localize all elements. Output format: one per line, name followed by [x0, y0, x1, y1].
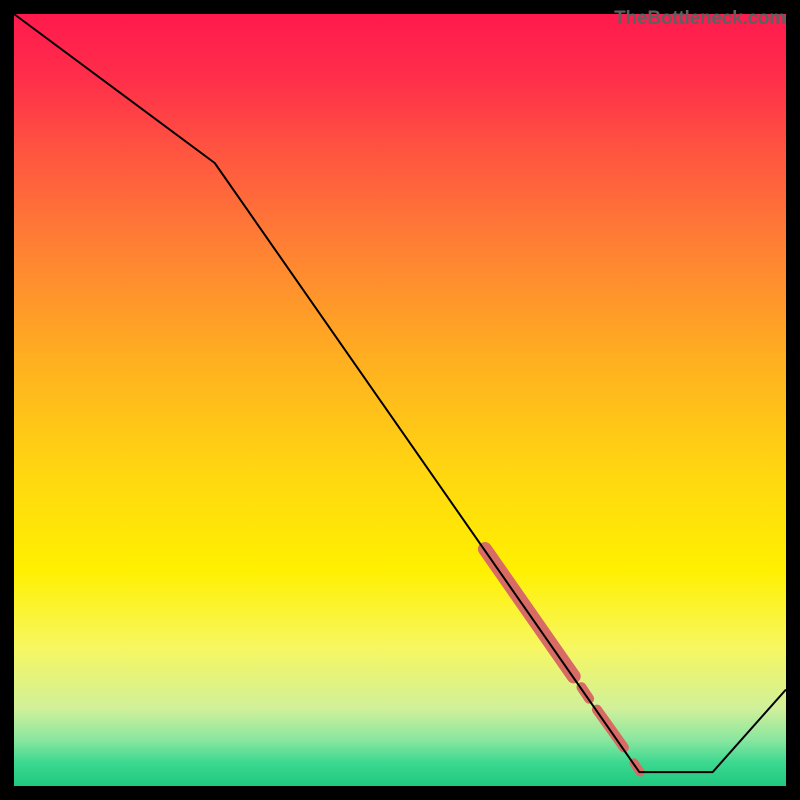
chart-container: TheBottleneck.com — [0, 0, 800, 800]
watermark-text: TheBottleneck.com — [614, 8, 786, 30]
highlight-segment — [597, 710, 624, 748]
bottleneck-curve — [14, 14, 786, 772]
line-chart — [0, 0, 800, 800]
